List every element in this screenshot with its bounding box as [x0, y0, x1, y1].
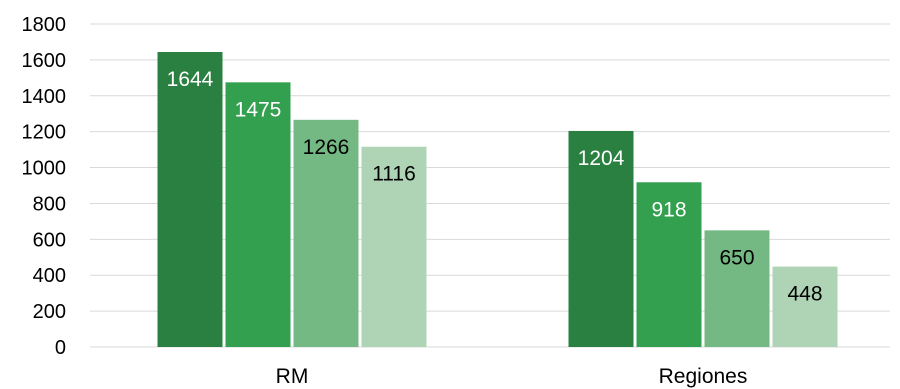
data-label: 918	[651, 198, 686, 221]
x-category-label: Regiones	[659, 365, 748, 388]
data-labels: 1644 1475 1266 1116 1204 918 650 448	[167, 68, 823, 306]
bar	[293, 119, 359, 347]
data-label: 1116	[372, 163, 416, 186]
data-label: 1266	[303, 136, 350, 159]
y-tick-label: 1400	[22, 86, 67, 108]
data-label: 1475	[235, 98, 282, 121]
y-tick-label: 1200	[22, 122, 67, 144]
data-label: 650	[719, 246, 754, 269]
y-tick-label: 1800	[22, 14, 67, 36]
x-axis: RM Regiones	[276, 365, 748, 388]
bar	[636, 182, 702, 347]
y-axis: 0 200 400 600 800 1000 1200 1400 1600 1800	[22, 14, 67, 359]
data-label: 1644	[167, 68, 214, 91]
bar	[772, 266, 838, 347]
y-tick-label: 800	[33, 193, 66, 215]
bar	[361, 146, 427, 347]
y-tick-label: 200	[33, 301, 66, 323]
y-tick-label: 1000	[22, 158, 67, 180]
bar	[704, 230, 770, 347]
data-label: 1204	[578, 147, 625, 170]
y-tick-label: 400	[33, 265, 66, 287]
x-category-label: RM	[276, 365, 309, 388]
y-tick-label: 1600	[22, 50, 67, 72]
data-label: 448	[787, 283, 822, 306]
gridlines	[90, 23, 890, 348]
y-tick-label: 600	[33, 229, 66, 251]
bar	[225, 82, 291, 347]
y-tick-label: 0	[55, 337, 66, 359]
bar	[568, 130, 634, 347]
bars	[157, 51, 838, 347]
bar	[157, 51, 223, 347]
